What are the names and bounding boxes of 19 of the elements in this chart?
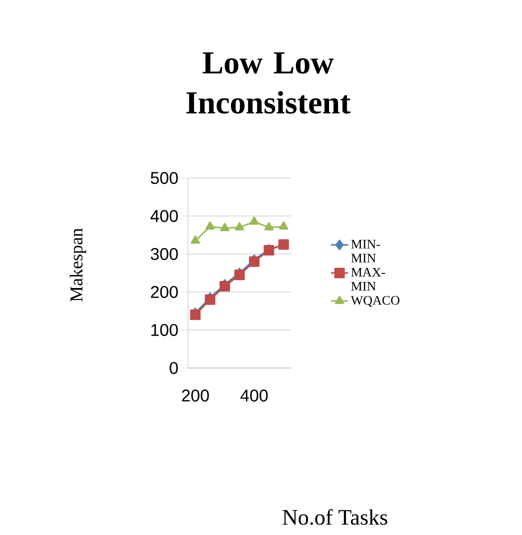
y-tick-label: 500 xyxy=(150,172,178,184)
y-tick-label: 200 xyxy=(150,286,178,298)
point xyxy=(205,221,215,230)
point xyxy=(234,222,244,230)
point xyxy=(220,222,230,232)
y-tick-label: 100 xyxy=(151,324,178,336)
y-tick-label: 300 xyxy=(150,248,178,260)
point xyxy=(250,216,259,225)
chart-title: Low Low Inconsistent xyxy=(186,52,351,114)
y-tick-label: 400 xyxy=(150,210,178,222)
point xyxy=(264,222,274,230)
legend-label: MAX-MIN xyxy=(351,268,386,290)
y-tick-label: 0 xyxy=(170,362,178,374)
y-axis-title: Makespan xyxy=(70,228,86,302)
legend-label: MIN-MIN xyxy=(351,240,380,262)
legend-label: WQACO xyxy=(350,296,400,307)
point xyxy=(279,221,288,230)
x-axis-title: No.of Tasks xyxy=(282,509,388,525)
point xyxy=(190,235,200,244)
